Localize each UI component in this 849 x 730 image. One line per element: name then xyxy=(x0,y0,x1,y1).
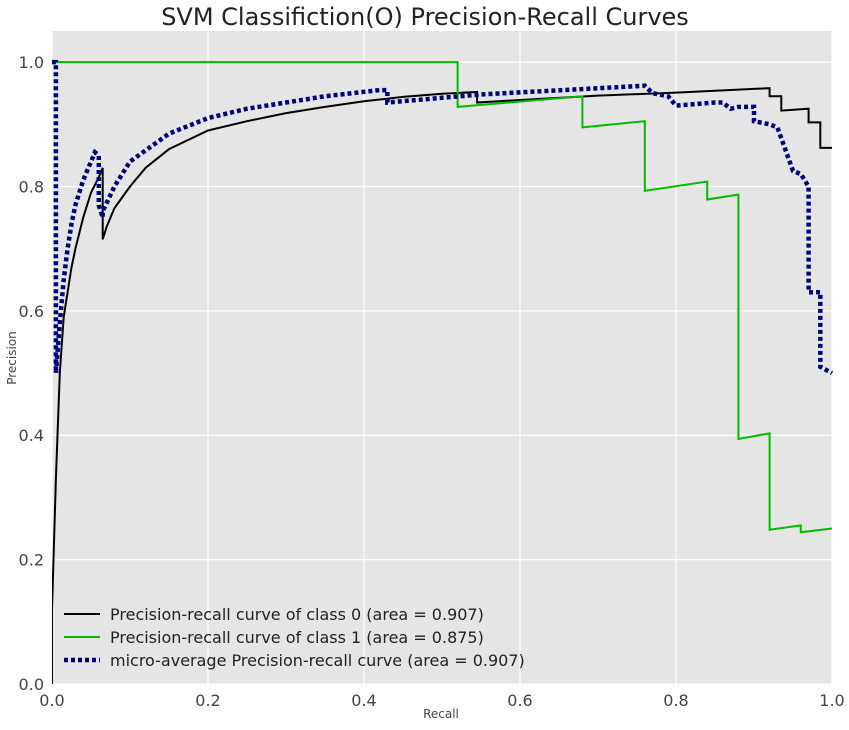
x-tick-label: 0.8 xyxy=(663,691,688,710)
series-line-0 xyxy=(52,87,832,684)
legend: Precision-recall curve of class 0 (area … xyxy=(64,605,525,670)
y-tick-label: 0.2 xyxy=(19,551,44,570)
x-tick-label: 0.0 xyxy=(39,691,64,710)
x-tick-label: 0.4 xyxy=(351,691,376,710)
y-tick-labels: 0.0 0.2 0.4 0.6 0.8 1.0 xyxy=(19,53,44,694)
y-tick-label: 1.0 xyxy=(19,53,44,72)
y-tick-label: 0.4 xyxy=(19,426,44,445)
y-axis-label: Precision xyxy=(5,331,19,385)
x-axis-label: Recall xyxy=(423,707,459,721)
x-tick-label: 0.6 xyxy=(507,691,532,710)
series-lines xyxy=(52,59,834,684)
legend-label-1: Precision-recall curve of class 1 (area … xyxy=(110,628,484,647)
y-tick-label: 0.8 xyxy=(19,177,44,196)
y-tick-label: 0.0 xyxy=(19,675,44,694)
plot-area-background xyxy=(52,31,832,684)
x-tick-label: 1.0 xyxy=(819,691,844,710)
x-tick-labels: 0.0 0.2 0.4 0.6 0.8 1.0 xyxy=(39,691,844,710)
x-tick-label: 0.2 xyxy=(195,691,220,710)
chart-title: SVM Classifiction(O) Precision-Recall Cu… xyxy=(161,3,689,31)
legend-label-0: Precision-recall curve of class 0 (area … xyxy=(110,605,484,624)
y-tick-label: 0.6 xyxy=(19,302,44,321)
legend-label-2: micro-average Precision-recall curve (ar… xyxy=(110,651,525,670)
series-line-2 xyxy=(52,59,834,376)
series-line-1 xyxy=(52,61,833,534)
